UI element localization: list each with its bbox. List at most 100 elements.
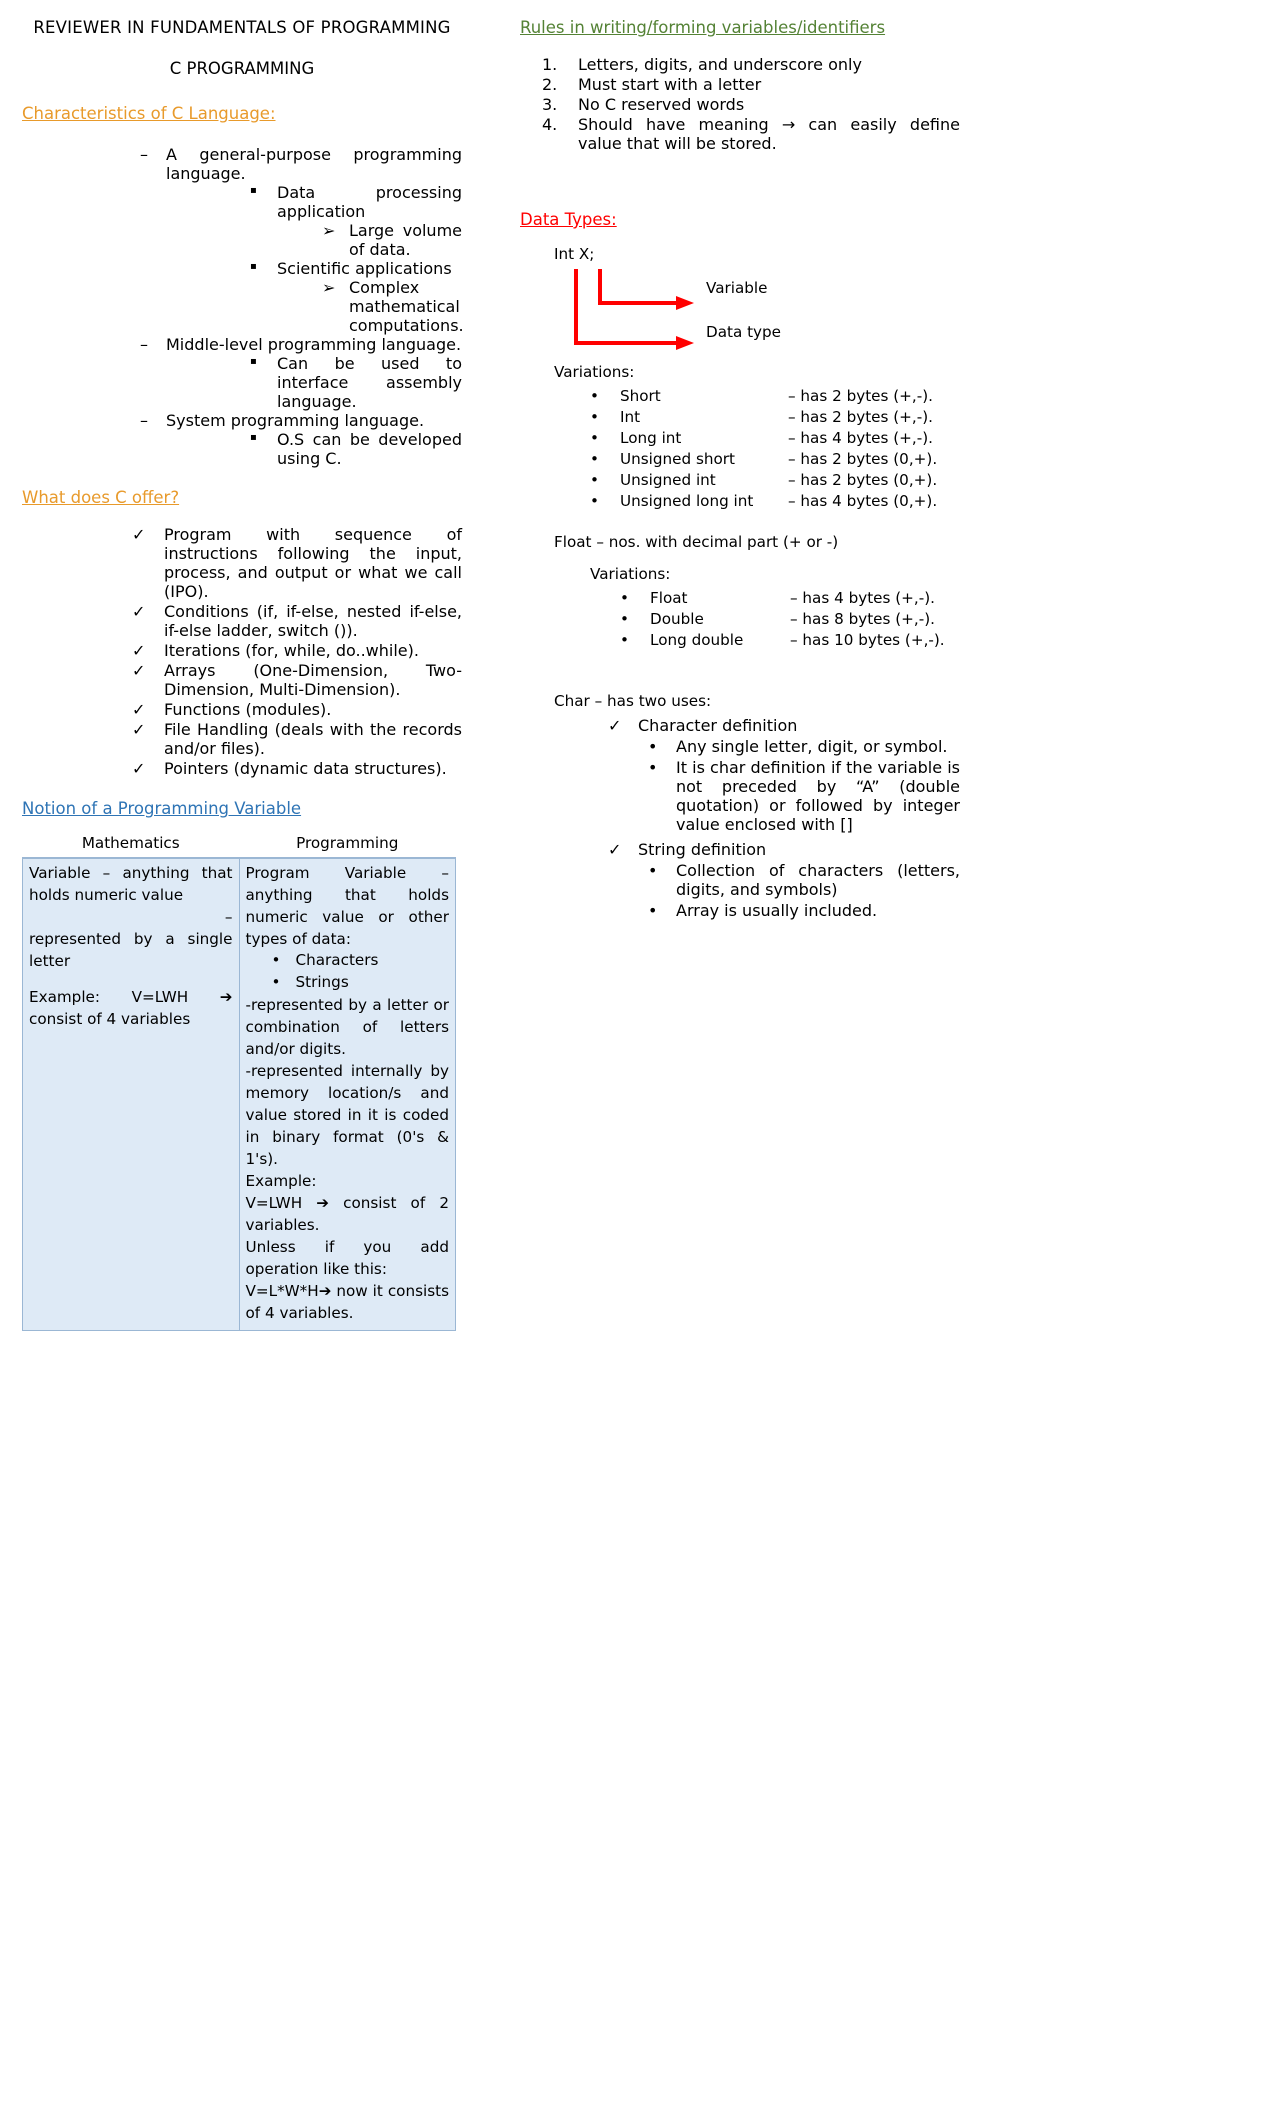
string-definition-points: • Collection of characters (letters, dig…	[648, 861, 960, 920]
table-header-row: Mathematics Programming	[22, 834, 456, 858]
list-item-text: Large volume of data.	[349, 221, 462, 259]
list-item: ✓ Functions (modules).	[132, 700, 462, 719]
list-item: ✓ Arrays (One-Dimension, Two-Dimension, …	[132, 661, 462, 699]
right-column: Rules in writing/forming variables/ident…	[520, 18, 960, 922]
prog-example-1: V=LWH ➔ consist of 2 variables.	[245, 1193, 450, 1234]
data-type-diagram: Int X; Variable Data type	[554, 245, 960, 350]
math-example: Example: V=LWH ➔ consist of 4 variables	[29, 988, 233, 1029]
cell-programming: Program Variable – anything that holds n…	[238, 857, 456, 1332]
list-item-text: Character definition	[638, 716, 798, 735]
list-item: • Any single letter, digit, or symbol.	[648, 737, 960, 756]
dash-marker: –	[140, 335, 148, 354]
type-size: – has 4 bytes (0,+).	[788, 492, 938, 510]
check-icon: ✓	[132, 720, 146, 739]
dash-marker: –	[140, 411, 148, 430]
list-item: • Strings	[272, 972, 450, 994]
list-item-text: A general-purpose programming language.	[166, 145, 462, 183]
list-item: – Middle-level programming language.	[140, 335, 462, 354]
document-title: REVIEWER IN FUNDAMENTALS OF PROGRAMMING	[33, 18, 451, 37]
dot-bullet-icon: •	[620, 631, 629, 649]
heading-data-types: Data Types:	[520, 210, 617, 229]
float-variations-list: • Float – has 4 bytes (+,-). • Double – …	[620, 589, 960, 649]
comparison-table: Mathematics Programming Variable – anyth…	[22, 834, 456, 1332]
type-name: Double	[650, 610, 704, 628]
type-name: Long int	[620, 429, 682, 447]
type-name: Float	[650, 589, 688, 607]
list-item: 3. No C reserved words	[542, 95, 960, 114]
char-uses-list: ✓ Character definition	[608, 716, 960, 735]
char-intro: Char – has two uses:	[554, 692, 712, 710]
dot-bullet-icon: •	[620, 610, 629, 628]
list-item: • Long int – has 4 bytes (+,-).	[590, 429, 960, 447]
list-item-text: Data processing application	[277, 183, 462, 221]
dot-bullet-icon: •	[590, 471, 599, 489]
math-definition: Variable – anything that holds numeric v…	[29, 864, 233, 905]
dash-marker: –	[140, 145, 148, 164]
list-item: ▪ O.S can be developed using C.	[250, 430, 462, 468]
list-item: • Collection of characters (letters, dig…	[648, 861, 960, 899]
list-item-text: Middle-level programming language.	[166, 335, 462, 354]
list-item: ➢ Complex mathematical computations.	[322, 278, 464, 335]
heading-notion-of-programming-variable: Notion of a Programming Variable	[22, 799, 302, 818]
list-item-text: Characters	[295, 951, 379, 970]
arrow-bullet-icon: ➢	[322, 278, 336, 297]
left-column: REVIEWER IN FUNDAMENTALS OF PROGRAMMING …	[22, 18, 464, 1332]
math-representation: represented by a single letter	[29, 930, 233, 971]
list-item-text: Program with sequence of instructions fo…	[164, 525, 462, 601]
prog-example-2: Unless if you add operation like this:	[245, 1237, 450, 1278]
list-number: 2.	[542, 75, 558, 94]
type-name: Short	[620, 387, 661, 405]
check-icon: ✓	[608, 840, 622, 859]
integer-variations-list: • Short – has 2 bytes (+,-). • Int – has…	[590, 387, 960, 510]
dot-bullet-icon: •	[648, 737, 658, 756]
list-item: • Float – has 4 bytes (+,-).	[620, 589, 960, 607]
list-item: 4. Should have meaning → can easily defi…	[542, 115, 960, 153]
type-name: Long double	[650, 631, 744, 649]
list-item: 1. Letters, digits, and underscore only	[542, 55, 960, 74]
heading-rules: Rules in writing/forming variables/ident…	[520, 18, 886, 37]
list-item-text: Any single letter, digit, or symbol.	[676, 737, 948, 756]
type-name: Int	[620, 408, 641, 426]
list-item: ✓ File Handling (deals with the records …	[132, 720, 462, 758]
list-item: ✓ Pointers (dynamic data structures).	[132, 759, 462, 778]
list-item: • Short – has 2 bytes (+,-).	[590, 387, 960, 405]
list-item: ✓ Iterations (for, while, do..while).	[132, 641, 462, 660]
type-name: Unsigned short	[620, 450, 735, 468]
document-subtitle: C PROGRAMMING	[169, 59, 315, 78]
list-item: • Long double – has 10 bytes (+,-).	[620, 631, 960, 649]
variations-title: Variations:	[554, 363, 635, 381]
type-size: – has 2 bytes (+,-).	[788, 408, 933, 426]
column-header-programming: Programming	[239, 834, 456, 858]
list-item-text: Strings	[295, 972, 349, 991]
list-item: ✓ Character definition	[608, 716, 960, 735]
check-icon: ✓	[608, 716, 622, 735]
dot-bullet-icon: •	[271, 972, 281, 991]
list-item-text: Can be used to interface assembly langua…	[277, 354, 462, 411]
list-item-text: Iterations (for, while, do..while).	[164, 641, 419, 660]
list-item-text: System programming language.	[166, 411, 425, 430]
column-header-mathematics: Mathematics	[22, 834, 239, 858]
cell-mathematics: Variable – anything that holds numeric v…	[22, 857, 240, 1332]
list-item-text: File Handling (deals with the records an…	[164, 720, 462, 758]
list-item: ✓ Program with sequence of instructions …	[132, 525, 462, 601]
heading-what-does-c-offer: What does C offer?	[22, 488, 180, 507]
dot-bullet-icon: •	[590, 429, 599, 447]
dot-bullet-icon: •	[648, 758, 658, 777]
type-size: – has 4 bytes (+,-).	[788, 429, 933, 447]
check-icon: ✓	[132, 661, 146, 680]
dot-bullet-icon: •	[648, 861, 658, 880]
list-item-text: Must start with a letter	[578, 75, 762, 94]
list-item-text: Complex mathematical computations.	[349, 278, 464, 335]
list-item: ➢ Large volume of data.	[322, 221, 462, 259]
list-item-text: Conditions (if, if-else, nested if-else,…	[164, 602, 462, 640]
list-item: 2. Must start with a letter	[542, 75, 960, 94]
label-data-type: Data type	[706, 323, 782, 341]
dot-bullet-icon: •	[590, 387, 599, 405]
list-item-text: Should have meaning → can easily define …	[578, 115, 960, 153]
type-size: – has 10 bytes (+,-).	[790, 631, 945, 649]
type-size: – has 4 bytes (+,-).	[790, 589, 935, 607]
dot-bullet-icon: •	[590, 492, 599, 510]
prog-note-1: -represented by a letter or combination …	[245, 995, 450, 1058]
list-number: 4.	[542, 115, 558, 134]
list-item-text: Scientific applications	[277, 259, 452, 278]
